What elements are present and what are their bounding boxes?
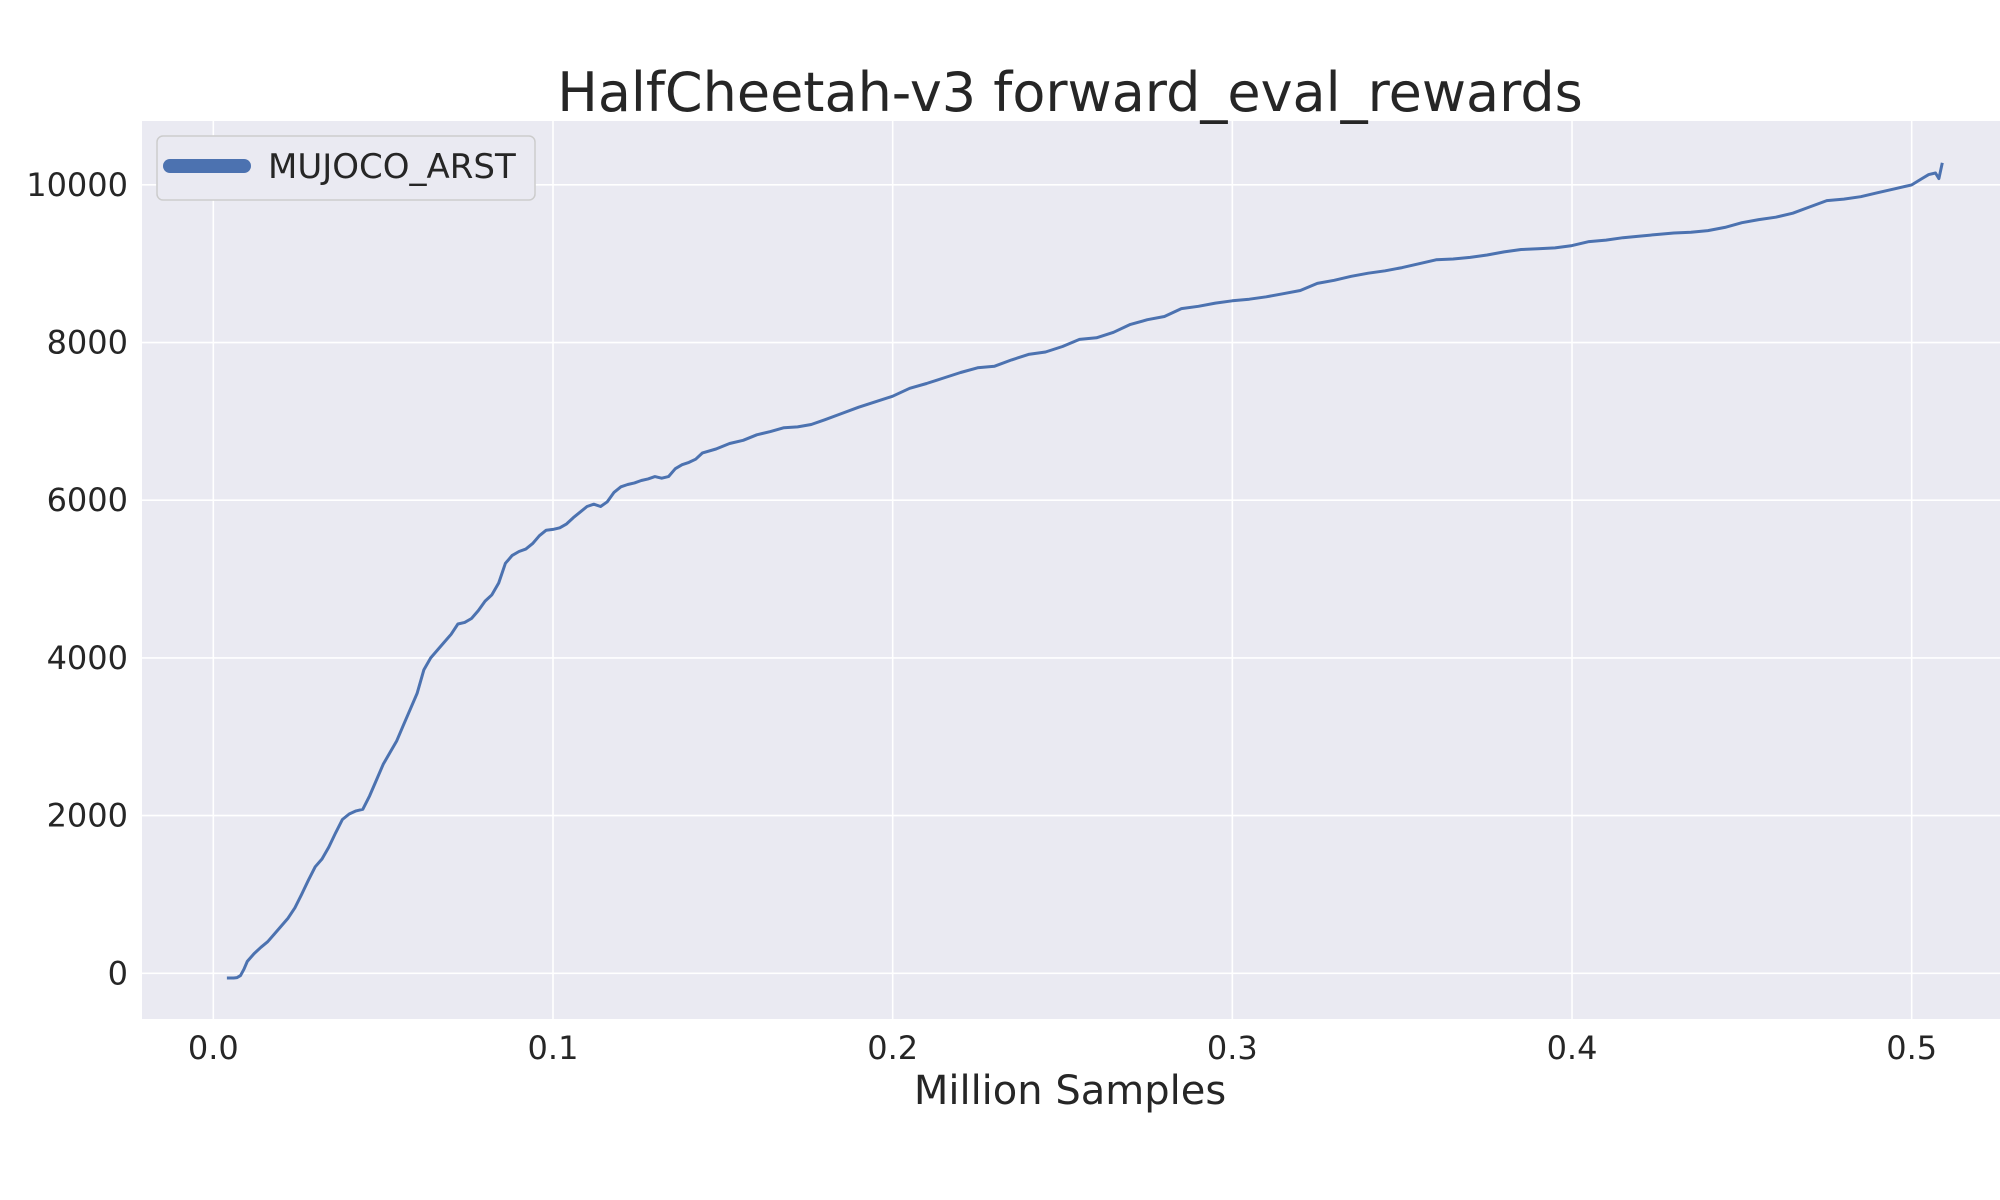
x-tick-label: 0.3 <box>1207 1029 1258 1067</box>
y-tick-label: 8000 <box>47 324 128 362</box>
y-tick-label: 0 <box>108 954 128 992</box>
legend-label: MUJOCO_ARST <box>268 147 516 187</box>
y-tick-label: 4000 <box>47 639 128 677</box>
series-layer <box>226 162 1944 980</box>
x-axis-label: Million Samples <box>914 1068 1226 1114</box>
chart-title: HalfCheetah-v3 forward_eval_rewards <box>557 61 1583 124</box>
x-tick-label: 0.1 <box>528 1029 579 1067</box>
plot-area <box>142 121 2000 1019</box>
y-tick-label: 10000 <box>26 166 128 204</box>
x-tick-label: 0.2 <box>867 1029 918 1067</box>
legend: MUJOCO_ARST <box>156 135 536 201</box>
legend-box <box>156 135 536 201</box>
x-tick-label: 0.4 <box>1547 1029 1598 1067</box>
y-tick-label: 2000 <box>47 797 128 835</box>
y-tick-label: 6000 <box>47 481 128 519</box>
x-tick-label: 0.0 <box>188 1029 239 1067</box>
series-line <box>226 162 1944 980</box>
y-axis: 0 2000 4000 6000 8000 10000 <box>26 166 128 992</box>
x-axis: 0.0 0.1 0.2 0.3 0.4 0.5 <box>188 1029 1937 1067</box>
x-tick-label: 0.5 <box>1886 1029 1937 1067</box>
